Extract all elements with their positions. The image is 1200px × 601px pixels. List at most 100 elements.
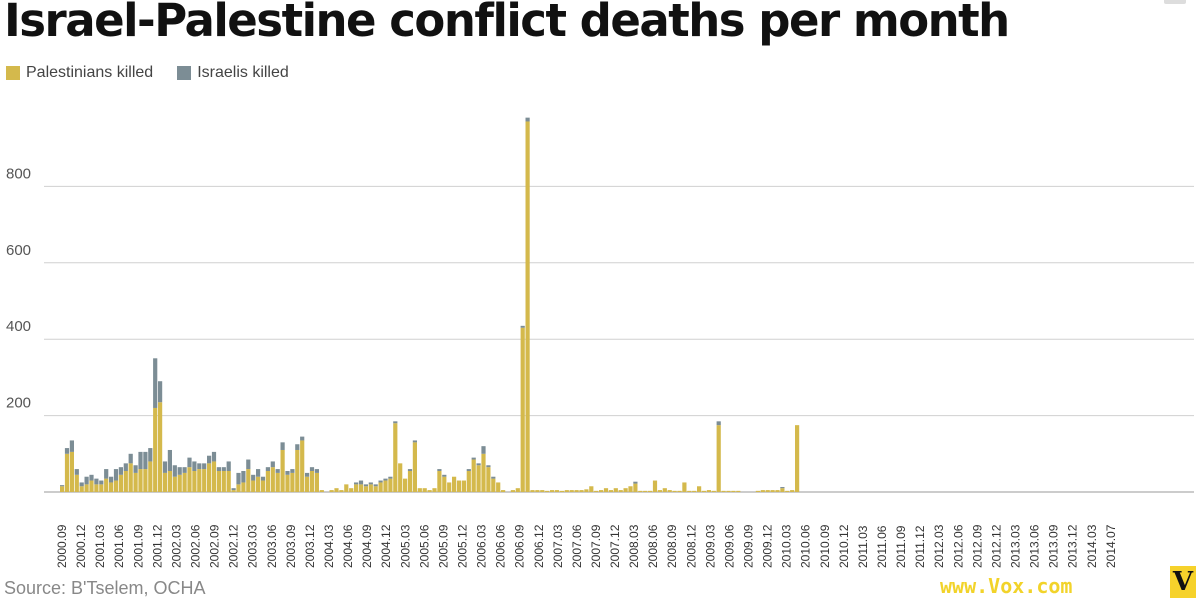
bar-israelis xyxy=(378,480,383,483)
bar-israelis xyxy=(207,455,212,464)
bar-palestinians xyxy=(104,478,109,492)
bar-israelis xyxy=(143,451,148,470)
bar-israelis xyxy=(368,482,373,485)
bar-palestinians xyxy=(760,490,765,492)
bar-palestinians xyxy=(461,480,466,492)
bar-palestinians xyxy=(628,486,633,492)
bar-palestinians xyxy=(79,486,84,492)
bar-palestinians xyxy=(780,488,785,492)
bar-palestinians xyxy=(442,476,447,492)
x-tick-label: 2007.06 xyxy=(570,524,584,568)
bar-palestinians xyxy=(515,488,520,492)
bar-palestinians xyxy=(599,490,604,492)
bar-israelis xyxy=(363,484,368,487)
bar-israelis xyxy=(491,476,496,479)
bar-palestinians xyxy=(300,440,305,492)
x-tick-label: 2004.12 xyxy=(379,524,393,568)
x-tick-label: 2001.09 xyxy=(131,524,145,568)
bar-palestinians xyxy=(525,121,530,493)
bar-israelis xyxy=(275,469,280,473)
bar-palestinians xyxy=(427,490,432,492)
bar-israelis xyxy=(216,467,221,471)
x-tick-label: 2013.09 xyxy=(1047,524,1061,568)
x-tick-label: 2014.07 xyxy=(1104,524,1118,568)
bar-palestinians xyxy=(486,467,491,492)
x-tick-label: 2013.03 xyxy=(1009,524,1023,568)
bar-palestinians xyxy=(530,490,535,492)
bar-palestinians xyxy=(623,488,628,492)
x-tick-label: 2001.03 xyxy=(93,524,107,568)
bar-palestinians xyxy=(368,484,373,492)
bar-palestinians xyxy=(476,465,481,492)
x-tick-label: 2004.09 xyxy=(360,524,374,568)
bar-israelis xyxy=(138,451,143,470)
bar-palestinians xyxy=(344,484,349,492)
bar-palestinians xyxy=(501,490,506,492)
x-tick-label: 2003.06 xyxy=(265,524,279,568)
bar-palestinians xyxy=(246,469,251,492)
x-tick-label: 2013.12 xyxy=(1066,524,1080,568)
bar-israelis xyxy=(128,453,133,464)
bar-palestinians xyxy=(721,490,726,492)
bar-palestinians xyxy=(652,480,658,492)
bar-palestinians xyxy=(177,474,182,492)
vox-credit: www.Vox.com xyxy=(940,574,1073,598)
bar-palestinians xyxy=(755,490,760,492)
bar-palestinians xyxy=(643,490,648,492)
bar-palestinians xyxy=(378,482,383,492)
bar-israelis xyxy=(118,467,123,475)
bar-palestinians xyxy=(94,484,99,492)
x-tick-label: 2002.12 xyxy=(227,524,241,568)
bar-israelis xyxy=(99,480,104,485)
bar-palestinians xyxy=(207,463,212,492)
bar-palestinians xyxy=(113,480,119,492)
bar-palestinians xyxy=(309,470,315,492)
legend: Palestinians killed Israelis killed xyxy=(6,64,313,82)
source-note: Source: B'Tselem, OCHA xyxy=(4,578,206,598)
y-tick-label: 400 xyxy=(6,318,31,335)
bar-palestinians xyxy=(471,459,476,492)
bar-palestinians xyxy=(241,482,246,492)
bar-israelis xyxy=(466,469,471,471)
x-tick-label: 2013.06 xyxy=(1028,524,1042,568)
bar-israelis xyxy=(305,472,310,477)
x-tick-label: 2000.09 xyxy=(55,524,69,568)
bar-palestinians xyxy=(785,490,790,492)
bar-israelis xyxy=(265,467,270,471)
bar-palestinians xyxy=(692,490,697,492)
x-tick-label: 2010.12 xyxy=(837,524,851,568)
bar-palestinians xyxy=(285,474,290,492)
y-tick-label: 200 xyxy=(6,395,31,412)
x-tick-label: 2012.09 xyxy=(970,524,984,568)
bar-israelis xyxy=(716,421,721,426)
bar-palestinians xyxy=(143,469,148,492)
bar-palestinians xyxy=(339,490,344,492)
x-tick-label: 2002.09 xyxy=(208,524,222,568)
bar-palestinians xyxy=(701,490,707,492)
x-tick-label: 2011.12 xyxy=(913,525,927,568)
bar-palestinians xyxy=(354,484,359,492)
bar-israelis xyxy=(407,469,413,471)
bar-israelis xyxy=(486,465,491,468)
bar-palestinians xyxy=(236,484,241,492)
bar-palestinians xyxy=(162,472,168,492)
bar-palestinians xyxy=(148,461,153,492)
bar-palestinians xyxy=(633,483,638,492)
bar-palestinians xyxy=(736,490,741,492)
bar-israelis xyxy=(633,481,638,484)
bar-israelis xyxy=(202,463,207,470)
bar-palestinians xyxy=(466,470,471,492)
bar-palestinians xyxy=(432,488,437,492)
vox-logo: V xyxy=(1170,566,1196,598)
x-tick-label: 2002.03 xyxy=(169,524,183,568)
x-tick-label: 2009.06 xyxy=(722,524,736,568)
bar-israelis xyxy=(172,465,177,477)
x-tick-label: 2010.09 xyxy=(818,524,832,568)
bar-palestinians xyxy=(540,490,545,492)
bar-israelis xyxy=(197,463,202,470)
bar-palestinians xyxy=(682,482,687,492)
bar-palestinians xyxy=(305,476,310,492)
bar-israelis xyxy=(162,461,168,473)
bar-palestinians xyxy=(133,472,138,492)
bar-palestinians xyxy=(383,480,388,492)
